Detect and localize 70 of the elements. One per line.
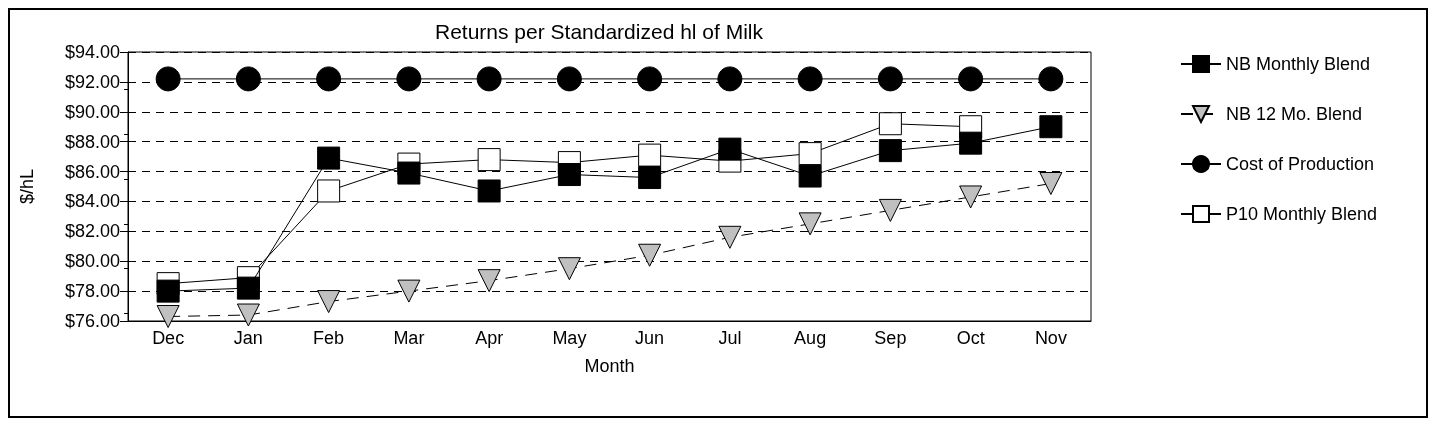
- point: [798, 164, 822, 188]
- point: [397, 161, 421, 185]
- point: [878, 198, 902, 222]
- x-tick-label: May: [552, 328, 587, 348]
- x-tick-label: Oct: [956, 328, 985, 348]
- legend-label: Cost of Production: [1226, 154, 1375, 174]
- point: [718, 225, 742, 249]
- y-tick-label: $78.00: [64, 281, 120, 302]
- point: [718, 137, 742, 161]
- y-tick-label: $88.00: [64, 131, 120, 152]
- point: [317, 146, 341, 170]
- y-tick-label: $80.00: [64, 251, 120, 272]
- point: [477, 269, 501, 293]
- point: [1039, 115, 1063, 139]
- point: [638, 143, 662, 167]
- chart-title: Returns per Standardized hl of Milk: [435, 20, 764, 43]
- point: [637, 66, 663, 92]
- point: [397, 279, 421, 303]
- point: [556, 66, 582, 92]
- point: [236, 303, 260, 327]
- y-axis-title: $/hL: [17, 168, 37, 205]
- point: [959, 131, 983, 155]
- point: [155, 66, 181, 92]
- point: [1038, 66, 1064, 92]
- y-tick-label: $94.00: [64, 42, 120, 62]
- point: [317, 179, 341, 203]
- y-tick-label: $90.00: [64, 101, 120, 122]
- point: [638, 243, 662, 267]
- x-tick-label: Mar: [393, 328, 425, 348]
- x-tick-label: Nov: [1034, 328, 1067, 348]
- x-tick-label: Sep: [874, 328, 907, 348]
- point: [798, 212, 822, 236]
- point: [477, 179, 501, 203]
- legend-label: NB 12 Mo. Blend: [1226, 104, 1363, 124]
- point: [638, 166, 662, 190]
- x-tick-label: Aug: [794, 328, 827, 348]
- x-tick-label: Apr: [475, 328, 504, 348]
- y-tick-label: $76.00: [64, 311, 120, 331]
- point: [877, 66, 903, 92]
- point: [717, 66, 743, 92]
- y-tick-label: $86.00: [64, 161, 120, 182]
- y-tick-label: $82.00: [64, 221, 120, 242]
- x-tick-label: Jan: [233, 328, 263, 348]
- point: [557, 257, 581, 281]
- legend-label: P10 Monthly Blend: [1226, 204, 1378, 224]
- point: [235, 66, 261, 92]
- point: [317, 290, 341, 314]
- point: [477, 148, 501, 172]
- point: [878, 139, 902, 163]
- point: [959, 185, 983, 209]
- x-tick-label: Dec: [152, 328, 185, 348]
- point: [797, 66, 823, 92]
- point: [156, 305, 180, 329]
- point: [557, 163, 581, 187]
- x-axis-title: Month: [584, 356, 635, 376]
- x-tick-label: Jul: [718, 328, 742, 348]
- y-tick-label: $92.00: [64, 71, 120, 92]
- x-tick-label: Feb: [313, 328, 345, 348]
- point: [798, 142, 822, 166]
- y-tick-label: $84.00: [64, 191, 120, 212]
- point: [476, 66, 502, 92]
- point: [156, 279, 180, 303]
- point: [316, 66, 342, 92]
- x-tick-label: Jun: [635, 328, 665, 348]
- point: [1039, 172, 1063, 196]
- point: [958, 66, 984, 92]
- point: [878, 112, 902, 136]
- point: [396, 66, 422, 92]
- legend-label: NB Monthly Blend: [1226, 54, 1371, 74]
- point: [236, 276, 260, 300]
